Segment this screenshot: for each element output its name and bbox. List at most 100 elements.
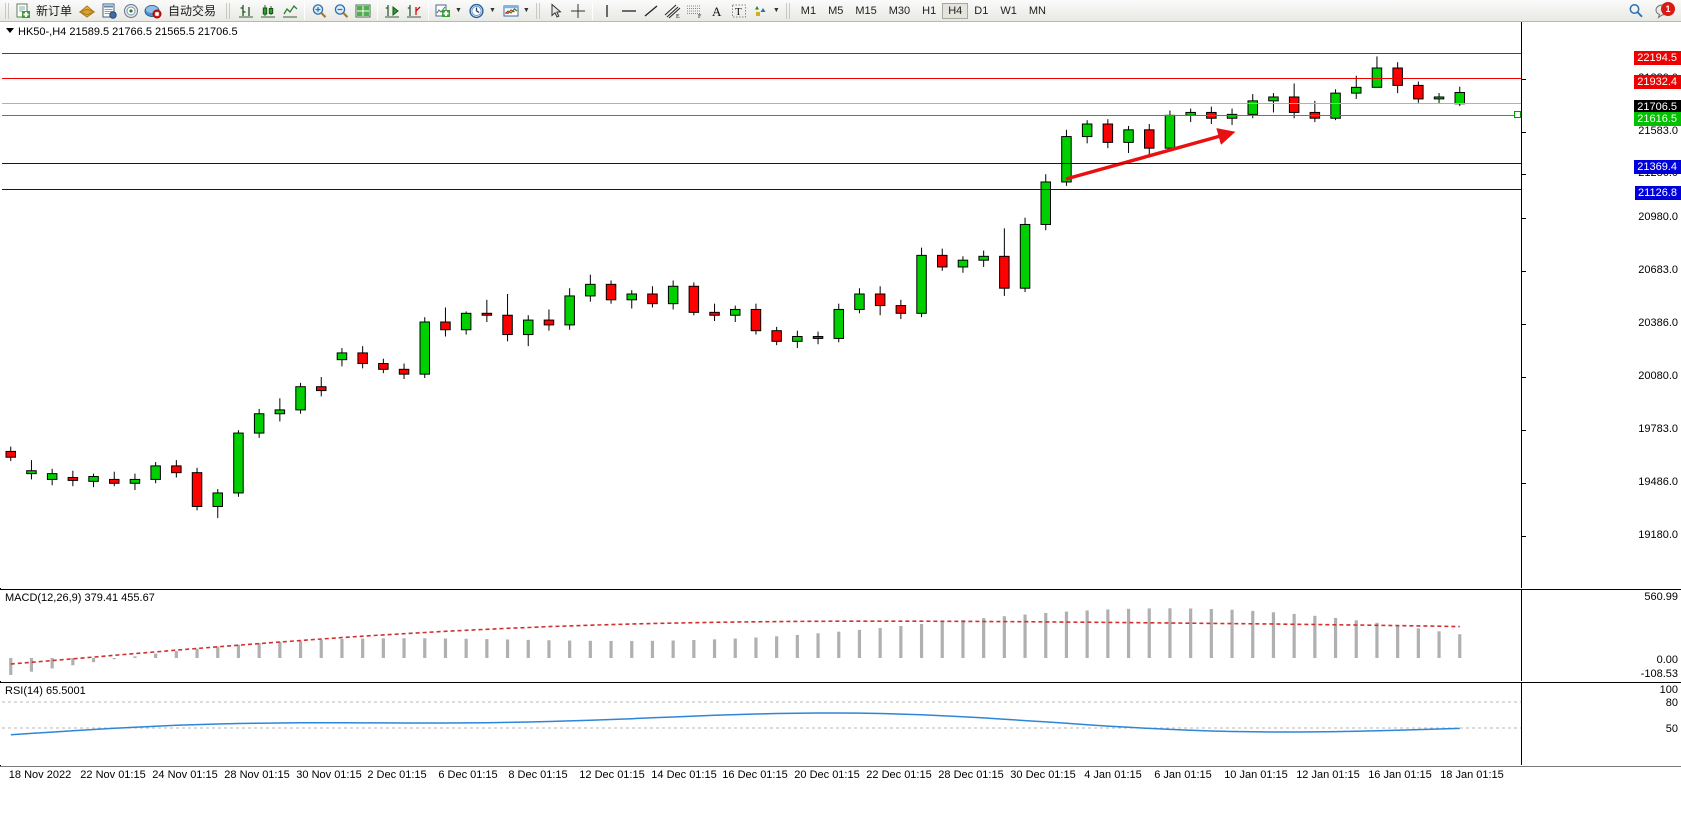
- time-axis-label: 2 Dec 01:15: [367, 769, 427, 781]
- price-badge-red-top[interactable]: 22194.5: [1634, 51, 1681, 65]
- data-window-icon[interactable]: [98, 1, 120, 21]
- candle-body: [440, 321, 451, 331]
- candle-body: [460, 312, 472, 331]
- price-badge-red-resistance[interactable]: 21932.4: [1634, 75, 1681, 89]
- drawing-toolbar-grip[interactable]: [535, 2, 542, 19]
- candle-body: [605, 283, 617, 301]
- time-axis-label: 18 Jan 01:15: [1440, 769, 1504, 781]
- candle-body: [585, 283, 596, 297]
- price-badge-blue-upper[interactable]: 21369.4: [1634, 160, 1681, 174]
- timeframe-d1[interactable]: D1: [974, 4, 989, 17]
- time-axis[interactable]: 18 Nov 2022 22 Nov 01:15 24 Nov 01:15 28 No…: [0, 766, 1681, 786]
- auto-trading-label[interactable]: 自动交易: [168, 4, 217, 18]
- symbol-header[interactable]: HK50-,H4 21589.5 21766.5 21565.5 21706.5: [6, 26, 238, 38]
- chart-canvas-area[interactable]: HK50-,H4 21589.5 21766.5 21565.5 21706.5…: [0, 22, 1681, 824]
- new-order-icon[interactable]: [14, 1, 32, 21]
- price-badge-last-price[interactable]: 21706.5: [1634, 100, 1681, 114]
- fibonacci-icon[interactable]: F: [684, 1, 706, 21]
- symbol-collapse-caret[interactable]: [6, 28, 14, 33]
- chart-type-toolbar-grip[interactable]: [226, 2, 233, 19]
- navigator-icon[interactable]: [120, 1, 142, 21]
- candlestick-chart-icon[interactable]: [257, 1, 279, 21]
- macd-plot[interactable]: [2, 590, 1521, 681]
- indicators-dropdown-arrow[interactable]: ▼: [455, 7, 462, 14]
- expert-advisors-icon[interactable]: [76, 1, 98, 21]
- horizontal-line-icon[interactable]: [618, 1, 640, 21]
- candlestick-series[interactable]: [2, 22, 1521, 588]
- candle-body: [1288, 96, 1300, 113]
- zoom-in-icon[interactable]: [308, 1, 330, 21]
- price-tick-mark: [1522, 377, 1526, 378]
- level-line-green-support[interactable]: [2, 115, 1521, 116]
- timeframe-m30[interactable]: M30: [888, 4, 911, 17]
- zoom-out-icon[interactable]: [330, 1, 352, 21]
- timeframe-m5[interactable]: M5: [828, 4, 844, 17]
- period-dropdown-arrow[interactable]: ▼: [488, 7, 496, 14]
- rsi-plot[interactable]: [2, 683, 1521, 765]
- tile-windows-icon[interactable]: [352, 1, 374, 21]
- candle-body: [1247, 100, 1258, 115]
- crosshair-icon[interactable]: [567, 1, 589, 21]
- timeframe-toolbar-grip[interactable]: [785, 2, 792, 19]
- indicators-icon[interactable]: [432, 1, 454, 21]
- macd-histogram-bar: [71, 658, 75, 666]
- macd-histogram-bar: [671, 640, 675, 658]
- timeframe-h1[interactable]: H1: [922, 4, 937, 17]
- text-label-icon[interactable]: A: [706, 1, 728, 21]
- macd-histogram-bar: [692, 640, 696, 658]
- text-icon[interactable]: T: [728, 1, 750, 21]
- level-line-blue-upper[interactable]: [2, 163, 1521, 164]
- templates-dropdown-arrow[interactable]: ▼: [522, 7, 530, 14]
- candle-body: [1102, 123, 1114, 143]
- chart-shift-icon[interactable]: [403, 1, 425, 21]
- trendline-icon[interactable]: [640, 1, 662, 21]
- price-badge-blue-lower[interactable]: 21126.8: [1635, 186, 1681, 200]
- objects-icon[interactable]: [750, 1, 772, 21]
- candle-body: [1330, 92, 1341, 119]
- macd-histogram-bar: [1209, 608, 1213, 658]
- macd-histogram-bar: [526, 639, 530, 658]
- level-line-red-top[interactable]: [2, 53, 1521, 54]
- vertical-line-icon[interactable]: [596, 1, 618, 21]
- toolbar-grip[interactable]: [5, 2, 11, 19]
- new-order-label[interactable]: 新订单: [36, 4, 73, 18]
- objects-dropdown-arrow[interactable]: ▼: [772, 7, 780, 14]
- timeframe-m15[interactable]: M15: [855, 4, 877, 17]
- position-marker[interactable]: [1514, 111, 1521, 118]
- candle-body: [564, 295, 575, 326]
- notification-count-badge: 1: [1661, 1, 1675, 16]
- price-plot[interactable]: [2, 22, 1521, 588]
- timeframe-mn[interactable]: MN: [1028, 4, 1046, 17]
- price-axis[interactable]: 21880.021583.021286.020980.020683.020386…: [1521, 22, 1681, 588]
- candle-body: [502, 314, 513, 336]
- price-badge-green-support[interactable]: 21616.5: [1634, 112, 1681, 126]
- auto-trading-icon[interactable]: [142, 1, 164, 21]
- timeframe-h4[interactable]: H4: [942, 2, 969, 19]
- price-panel[interactable]: HK50-,H4 21589.5 21766.5 21565.5 21706.5…: [0, 22, 1681, 588]
- candle-body: [274, 409, 286, 415]
- macd-histogram-bar: [775, 636, 779, 658]
- cursor-icon[interactable]: [545, 1, 567, 21]
- macd-histogram-bar: [1189, 608, 1193, 658]
- search-icon[interactable]: [1623, 1, 1649, 21]
- equidistant-channel-icon[interactable]: E: [662, 1, 684, 21]
- templates-icon[interactable]: [500, 1, 522, 21]
- alerts-icon[interactable]: 1: [1649, 1, 1677, 21]
- level-line-gray-last[interactable]: [2, 103, 1521, 104]
- rsi-panel[interactable]: RSI(14) 65.5001 100 80 50: [0, 682, 1681, 765]
- line-chart-icon[interactable]: [279, 1, 301, 21]
- macd-histogram-bar: [174, 651, 178, 658]
- auto-scroll-icon[interactable]: [381, 1, 403, 21]
- timeframe-m1[interactable]: M1: [800, 4, 817, 17]
- level-line-blue-lower[interactable]: [2, 189, 1521, 190]
- macd-histogram-bar: [568, 640, 572, 658]
- bar-chart-icon[interactable]: [235, 1, 257, 21]
- level-line-red-resistance[interactable]: [2, 78, 1521, 79]
- macd-histogram-bar: [1106, 609, 1110, 658]
- price-tick-mark: [1522, 218, 1526, 219]
- macd-axis-mid: 0.00: [1656, 654, 1678, 666]
- macd-panel[interactable]: MACD(12,26,9) 379.41 455.67 560.99 0.00 …: [0, 589, 1681, 681]
- period-icon[interactable]: [466, 1, 488, 21]
- timeframe-w1[interactable]: W1: [1000, 4, 1017, 17]
